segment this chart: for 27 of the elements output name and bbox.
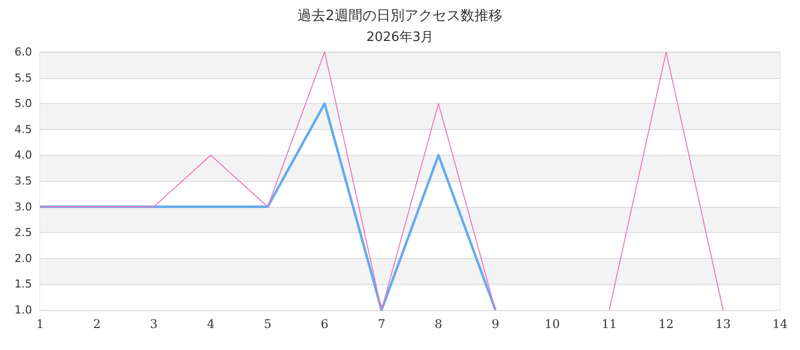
x-tick-label: 7: [378, 317, 386, 331]
x-tick-label: 11: [602, 317, 617, 331]
x-tick-label: 9: [492, 317, 500, 331]
x-tick-label: 14: [772, 317, 788, 331]
y-tick-label: 3.5: [14, 174, 32, 188]
x-tick-label: 10: [544, 317, 560, 331]
chart-title: 過去2週間の日別アクセス数推移: [298, 8, 502, 24]
y-tick-label: 6.0: [14, 46, 32, 58]
y-tick-label: 2.5: [14, 226, 32, 240]
x-tick-label: 13: [715, 317, 731, 331]
y-tick-label: 1.0: [14, 304, 32, 316]
y-tick-label: 5.5: [14, 71, 32, 84]
y-tick-label: 4.5: [14, 122, 32, 136]
y-tick-label: 2.0: [14, 252, 32, 265]
x-tick-label: 5: [264, 317, 272, 331]
chart-subtitle: 2026年3月: [366, 30, 434, 45]
x-tick-label: 6: [320, 317, 328, 331]
y-tick-label: 1.5: [14, 278, 32, 291]
y-tick-label: 4.0: [14, 148, 32, 162]
x-tick-label: 3: [150, 317, 158, 331]
x-tick-label: 12: [658, 317, 674, 331]
x-tick-label: 2: [93, 317, 101, 331]
x-tick-label: 8: [434, 317, 442, 331]
y-tick-label: 5.0: [14, 97, 32, 110]
x-tick-label: 1: [36, 317, 44, 331]
y-tick-label: 3.0: [14, 200, 32, 214]
x-tick-label: 4: [206, 317, 215, 331]
